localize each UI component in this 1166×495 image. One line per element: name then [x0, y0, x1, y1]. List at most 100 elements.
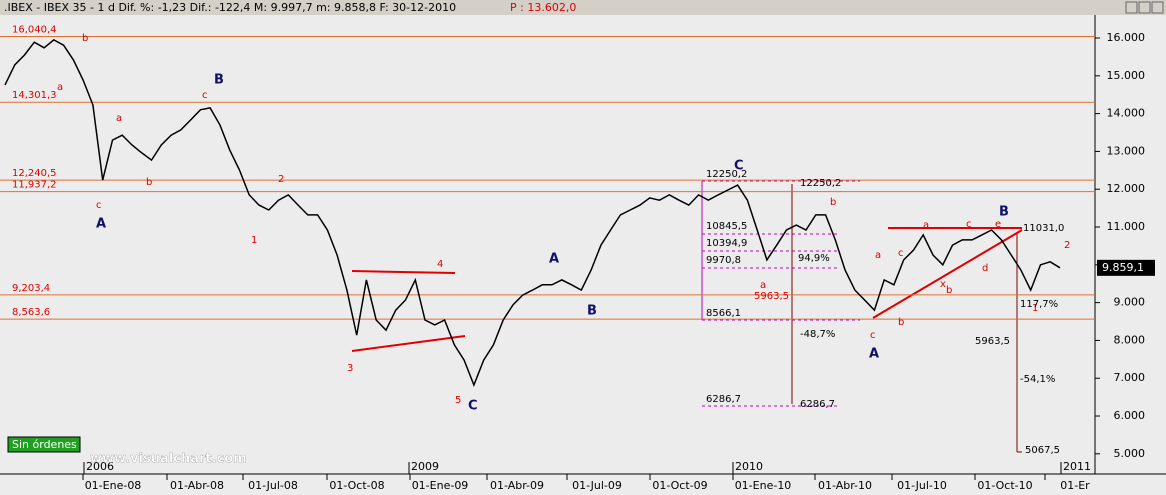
arrows — [791, 184, 1022, 453]
annotation: 2 — [1064, 240, 1070, 251]
level-label: 11,937,2 — [12, 180, 57, 191]
x-tick-label: 01-Ene-08 — [85, 479, 142, 492]
last-price: 9.859,1 — [1102, 261, 1144, 274]
x-tick-label: 01-Jul-08 — [248, 479, 298, 492]
annotation: b — [830, 197, 836, 208]
x-tick-label: 01-Abr-08 — [170, 479, 224, 492]
y-tick-label: 14.000 — [1107, 107, 1146, 120]
y-tick-label: 13.000 — [1107, 144, 1146, 157]
price-line — [4, 39, 1061, 388]
level-label: 8,563,6 — [12, 307, 50, 318]
annotation: B — [214, 73, 224, 88]
annotation: 3 — [347, 363, 353, 374]
annotation: 1 — [1032, 303, 1038, 314]
annotation: A — [96, 217, 106, 232]
y-tick-label: 6.000 — [1114, 409, 1146, 422]
annotation: 5067,5 — [1025, 445, 1060, 456]
y-tick-label: 9.000 — [1114, 296, 1146, 309]
annotation: C — [468, 399, 478, 414]
year-label: 2010 — [735, 460, 763, 473]
annotation: c — [202, 90, 208, 101]
annotation: 10394,9 — [706, 238, 747, 249]
annotation: 1 — [251, 235, 257, 246]
annotation: 9970,8 — [706, 255, 741, 266]
year-label: 2009 — [411, 460, 439, 473]
annotation: -54,1% — [1020, 374, 1055, 385]
annotation: c — [898, 248, 904, 259]
annotation: A — [869, 347, 879, 362]
annotation: 11031,0 — [1023, 223, 1064, 234]
last-price-box — [1097, 259, 1155, 276]
level-label: 16,040,4 — [12, 24, 57, 35]
annotation: 4 — [437, 259, 443, 270]
year-label: 2011 — [1063, 460, 1091, 473]
annotation: b — [82, 33, 88, 44]
annotation: a — [923, 220, 929, 231]
website: www.visualchart.com — [90, 452, 247, 467]
x-tick-label: 01-Oct-10 — [977, 479, 1032, 492]
fib-lines — [701, 180, 860, 407]
annotation: e — [995, 219, 1001, 230]
annotation: c — [966, 219, 972, 230]
x-tick-label: 01-Er — [1060, 479, 1090, 492]
annotation: -48,7% — [800, 329, 835, 340]
y-tick-label: 11.000 — [1107, 220, 1146, 233]
level-label: 14,301,3 — [12, 90, 57, 101]
annotation: 5 — [455, 395, 461, 406]
x-tick-label: 01-Ene-09 — [412, 479, 469, 492]
plot: 16,040,4 14,301,3 12,240,511,937,2 9,203,4 8… — [0, 24, 1155, 492]
annotation: b — [146, 177, 152, 188]
header-price: P : 13.602,0 — [510, 1, 576, 14]
level-label: 9,203,4 — [12, 283, 50, 294]
x-tick-label: 01-Abr-10 — [818, 479, 872, 492]
x-tick-label: 01-Abr-09 — [490, 479, 544, 492]
annotation: 12250,2 — [800, 178, 841, 189]
x-tick-label: 01-Jul-10 — [897, 479, 947, 492]
y-tick-label: 8.000 — [1114, 333, 1146, 346]
y-tick-label: 12.000 — [1107, 182, 1146, 195]
annotation: 2 — [278, 174, 284, 185]
annotation: 117,7% — [1020, 299, 1058, 310]
annotation: B — [587, 304, 597, 319]
annotation: A — [549, 252, 559, 267]
annotation: c — [870, 330, 876, 341]
annotation: b — [946, 285, 952, 296]
y-tick-label: 7.000 — [1114, 371, 1146, 384]
x-tick-label: 01-Ene-10 — [735, 479, 792, 492]
status-text: Sin órdenes — [12, 438, 77, 451]
x-tick-label: 01-Oct-08 — [329, 479, 384, 492]
annotation: B — [999, 205, 1009, 220]
annotation: 8566,1 — [706, 308, 741, 319]
annotation: 6286,7 — [800, 399, 835, 410]
trend-lines — [351, 227, 1023, 352]
annotation: a — [116, 113, 122, 124]
annotation: 6286,7 — [706, 394, 741, 405]
annotation: 12250,2 — [706, 169, 747, 180]
annotation: c — [96, 200, 102, 211]
annotation: 94,9% — [798, 253, 830, 264]
annotation: b — [898, 317, 904, 328]
close-button[interactable] — [1151, 1, 1164, 14]
header-title: .IBEX - IBEX 35 - 1 d Dif. %: -1,23 Dif.… — [4, 1, 456, 14]
maximize-button[interactable] — [1138, 1, 1151, 14]
annotation: d — [982, 263, 988, 274]
y-tick-label: 5.000 — [1114, 447, 1146, 460]
y-tick-label: 16.000 — [1107, 31, 1146, 44]
annotation: C — [734, 159, 744, 174]
minimize-button[interactable] — [1125, 1, 1138, 14]
header-bar — [0, 0, 1166, 15]
y-tick-label: 15.000 — [1107, 69, 1146, 82]
annotation: a — [760, 280, 766, 291]
level-label: 12,240,5 — [12, 168, 57, 179]
annotation: 5963,5 — [975, 336, 1010, 347]
x-tick-label: 01-Jul-09 — [572, 479, 622, 492]
x-tick-label: 01-Oct-09 — [652, 479, 707, 492]
status-box[interactable] — [7, 436, 81, 453]
annotation: 5963,5 — [754, 291, 789, 302]
annotation: x — [940, 279, 946, 290]
annotation: 10845,5 — [706, 221, 747, 232]
annotation: a — [57, 82, 63, 93]
year-label: 2006 — [86, 460, 114, 473]
